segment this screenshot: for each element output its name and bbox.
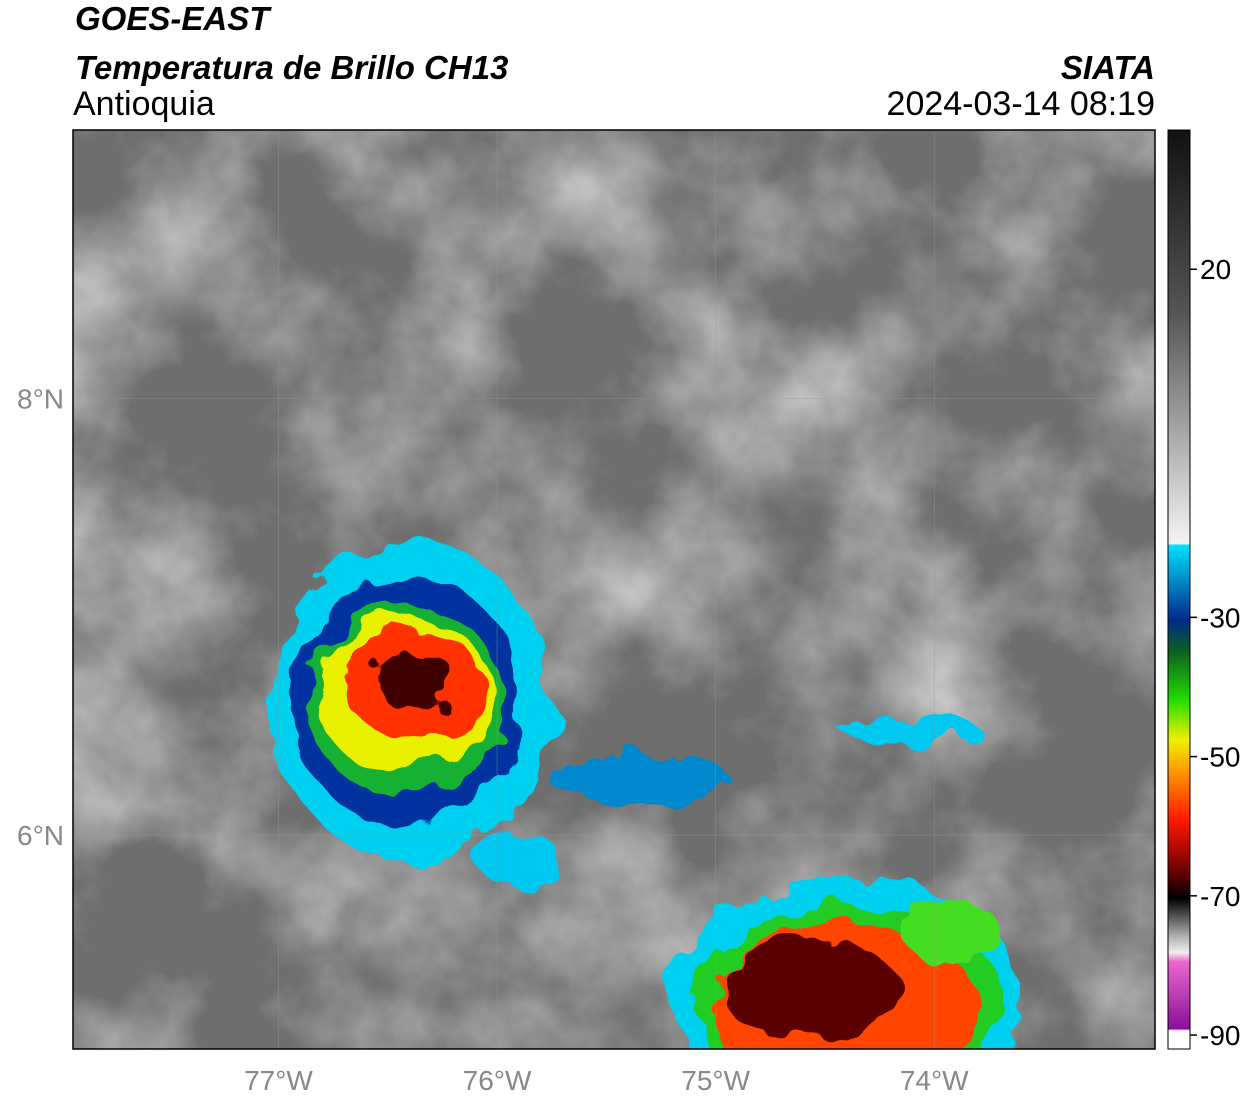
clouds xyxy=(73,130,1155,1049)
map-axes: 77°W 76°W 75°W 74°W 6°N 8°N xyxy=(17,130,1155,1096)
colorbar-tick-label: -70 xyxy=(1200,881,1240,912)
title: GOES-EAST xyxy=(75,0,272,37)
colorbar-tick-label: -30 xyxy=(1200,602,1240,633)
colorbar-tick-label: -90 xyxy=(1200,1020,1240,1051)
subtitle: Temperatura de Brillo CH13 xyxy=(75,49,508,86)
datetime: 2024-03-14 08:19 xyxy=(887,85,1155,123)
y-tick-label: 8°N xyxy=(17,383,64,414)
storm xyxy=(270,540,980,890)
x-tick-label: 77°W xyxy=(244,1065,313,1096)
map-frame xyxy=(72,129,1156,1050)
colorbar-tick-label: -50 xyxy=(1200,742,1240,773)
colorbar-axis: 20 -30 -50 -70 -90 xyxy=(1190,254,1240,1051)
region: Antioquia xyxy=(73,85,215,123)
colorbar xyxy=(1167,129,1191,1050)
storm xyxy=(675,880,1025,1049)
x-tick-label: 76°W xyxy=(463,1065,532,1096)
x-tick-label: 74°W xyxy=(900,1065,969,1096)
map-image xyxy=(73,130,1155,1049)
x-tick-label: 75°W xyxy=(681,1065,750,1096)
colorbar-tick-label: 20 xyxy=(1200,254,1231,285)
source: SIATA xyxy=(1061,49,1155,86)
y-tick-label: 6°N xyxy=(17,820,64,851)
